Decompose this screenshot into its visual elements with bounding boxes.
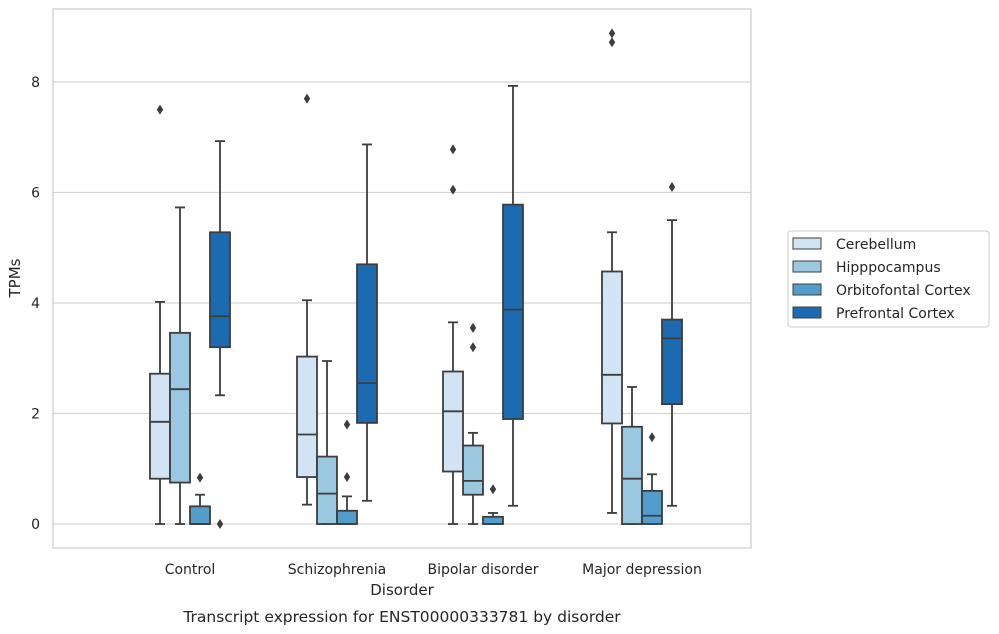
outlier-point bbox=[196, 472, 204, 483]
legend-swatch bbox=[792, 260, 822, 273]
outlier-point bbox=[216, 519, 224, 529]
box-body bbox=[209, 231, 231, 349]
box-body bbox=[621, 425, 643, 525]
legend-entry: Orbitofontal Cortex bbox=[836, 283, 971, 299]
outlier-point bbox=[608, 37, 616, 48]
box-body bbox=[169, 331, 191, 484]
outlier-point bbox=[343, 419, 351, 430]
outlier-point bbox=[608, 28, 616, 39]
legend-swatch bbox=[792, 306, 822, 319]
box-body bbox=[296, 355, 318, 478]
y-tick-label: 4 bbox=[31, 296, 40, 312]
legend-entry: Prefrontal Cortex bbox=[836, 306, 955, 322]
outlier-point bbox=[343, 472, 351, 483]
box-body bbox=[661, 318, 683, 406]
box-body bbox=[189, 505, 211, 525]
box-body bbox=[356, 263, 378, 424]
box-body bbox=[502, 203, 524, 420]
x-tick-label: Control bbox=[165, 562, 216, 578]
x-tick-label: Major depression bbox=[582, 562, 702, 578]
chart-caption: Transcript expression for ENST0000033378… bbox=[182, 608, 621, 626]
box-body bbox=[462, 444, 484, 496]
x-tick-label: Schizophrenia bbox=[288, 562, 386, 578]
box-body bbox=[149, 372, 171, 480]
y-axis-label: TPMs bbox=[6, 258, 24, 298]
box bbox=[336, 419, 358, 525]
series-group bbox=[189, 419, 663, 525]
box bbox=[621, 386, 643, 525]
box bbox=[169, 206, 191, 525]
outlier-point bbox=[668, 181, 676, 192]
box bbox=[149, 104, 171, 525]
plot-frame bbox=[52, 8, 752, 549]
outlier-point bbox=[449, 144, 457, 155]
x-axis-label: Disorder bbox=[370, 581, 434, 599]
y-tick-labels: 0 2 4 6 8 bbox=[31, 75, 40, 533]
outlier-point bbox=[648, 432, 656, 443]
y-tick-label: 2 bbox=[31, 407, 40, 423]
outlier-point bbox=[303, 93, 311, 104]
box bbox=[356, 143, 378, 502]
box-body bbox=[336, 509, 358, 525]
box bbox=[296, 93, 318, 506]
legend-entry: Cerebellum bbox=[836, 237, 916, 253]
box-body bbox=[601, 270, 623, 425]
box bbox=[482, 484, 504, 525]
outlier-point bbox=[489, 484, 497, 495]
box bbox=[462, 322, 484, 525]
box bbox=[502, 84, 524, 507]
box bbox=[209, 140, 231, 529]
legend-entry: Hipppocampus bbox=[836, 260, 941, 276]
series-group bbox=[209, 84, 683, 529]
box bbox=[316, 360, 338, 525]
y-tick-label: 6 bbox=[31, 186, 40, 202]
outlier-point bbox=[469, 322, 477, 333]
legend-swatch bbox=[792, 237, 822, 250]
outlier-point bbox=[469, 342, 477, 353]
x-tick-label: Bipolar disorder bbox=[427, 562, 538, 578]
y-tick-label: 8 bbox=[31, 75, 40, 91]
outlier-point bbox=[449, 184, 457, 195]
outlier-point bbox=[156, 104, 164, 115]
x-tick-labels: Control Schizophrenia Bipolar disorder Majo… bbox=[165, 562, 702, 578]
y-tick-label: 0 bbox=[31, 517, 40, 533]
box bbox=[189, 472, 211, 525]
series-group bbox=[169, 206, 643, 525]
legend: Cerebellum Hipppocampus Orbitofontal Corte… bbox=[787, 230, 990, 328]
box bbox=[661, 181, 683, 507]
box-series bbox=[149, 28, 683, 529]
box bbox=[601, 28, 623, 514]
legend-frame bbox=[787, 230, 990, 328]
box-body bbox=[316, 455, 338, 525]
legend-swatch bbox=[792, 283, 822, 296]
box bbox=[442, 144, 464, 525]
box bbox=[641, 432, 663, 525]
box-body bbox=[641, 489, 663, 525]
box-body bbox=[482, 515, 504, 525]
box-body bbox=[442, 370, 464, 473]
